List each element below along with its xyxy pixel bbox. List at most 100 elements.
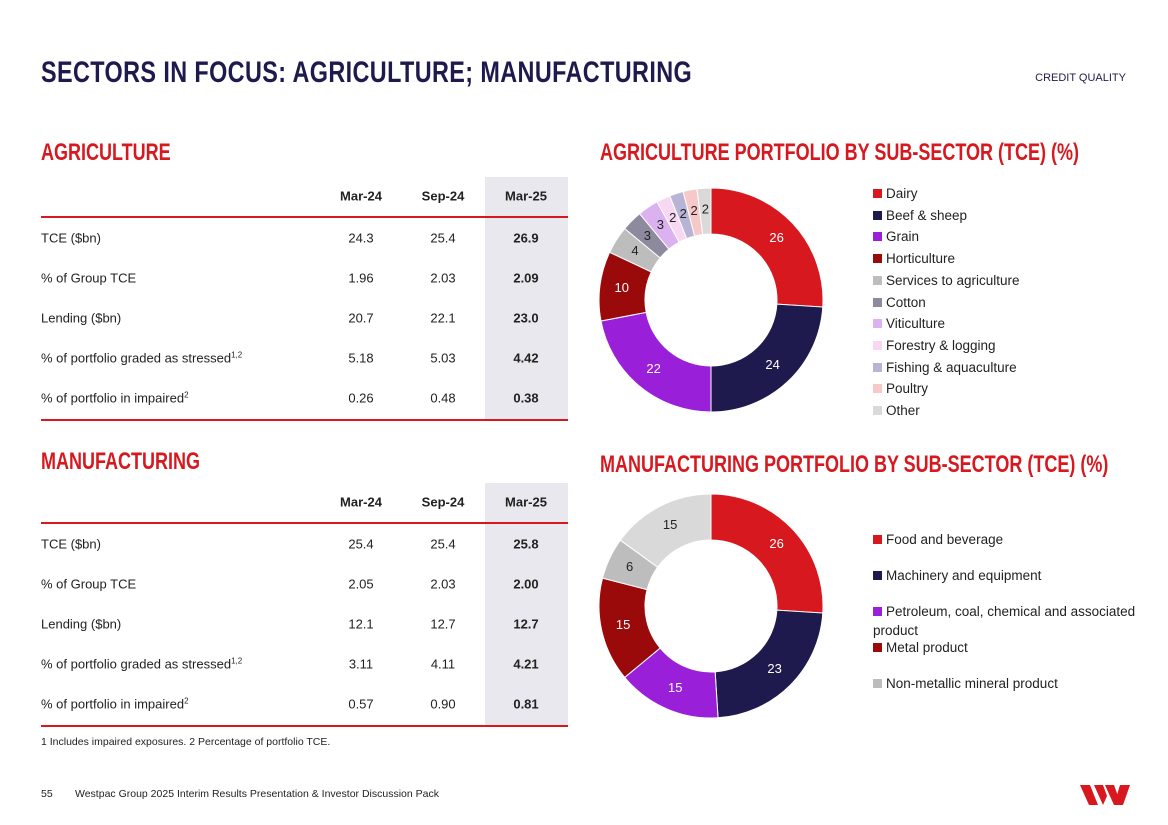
legend-swatch — [873, 607, 882, 616]
legend-label: Fishing & aquaculture — [886, 359, 1017, 375]
legend-label: Cotton — [886, 294, 926, 310]
slice-label: 26 — [769, 536, 783, 551]
legend-label: Grain — [886, 229, 920, 245]
row-label-text: % of portfolio in impaired — [41, 696, 185, 712]
column-header: Mar-25 — [505, 494, 547, 510]
table-cell: 4.11 — [430, 656, 456, 672]
table-cell: 12.7 — [430, 616, 456, 632]
table-cell: 0.38 — [513, 390, 539, 406]
slice-label: 15 — [668, 680, 682, 695]
legend-swatch — [873, 275, 882, 285]
legend-label: Horticulture — [886, 251, 956, 267]
page-number: 55 — [41, 788, 53, 800]
footnote-ref: 1,2 — [231, 350, 243, 360]
donut-slice — [710, 493, 824, 614]
table-cell: 2.09 — [513, 270, 539, 286]
bottom-rule — [41, 725, 568, 727]
table-cell: 12.1 — [348, 616, 374, 632]
row-label-text: Lending ($bn) — [41, 310, 122, 326]
legend-entry: Horticulture — [873, 249, 1143, 268]
legend-label: Viticulture — [886, 316, 946, 332]
slice-label: 2 — [680, 206, 687, 221]
legend-label: Machinery and equipment — [886, 568, 1042, 583]
row-label-text: TCE ($bn) — [41, 230, 101, 246]
header-rule — [41, 216, 568, 218]
table-cell: 2.05 — [348, 576, 374, 592]
table-cell: 12.7 — [513, 616, 539, 632]
footnote: 1 Includes impaired exposures. 2 Percent… — [41, 736, 331, 748]
header-rule — [41, 522, 568, 524]
slice-label: 3 — [644, 228, 651, 243]
column-header: Mar-25 — [505, 188, 547, 204]
legend-entry: Viticulture — [873, 314, 1143, 333]
section-heading: MANUFACTURING — [41, 448, 200, 475]
logo — [1080, 785, 1130, 805]
legend-swatch — [873, 535, 882, 544]
legend-label: Beef & sheep — [886, 207, 968, 223]
slice-label: 26 — [769, 230, 783, 245]
legend-swatch — [873, 384, 882, 394]
column-header: Mar-24 — [340, 188, 382, 204]
section-heading: AGRICULTURE — [41, 139, 171, 166]
row-label-text: % of Group TCE — [41, 270, 137, 286]
section-label: CREDIT QUALITY — [1035, 72, 1126, 84]
column-header: Sep-24 — [421, 188, 465, 204]
donut-slice — [619, 493, 712, 568]
slice-label: 3 — [657, 217, 664, 232]
table-cell: 5.18 — [348, 350, 374, 366]
legend-entry: Grain — [873, 227, 1143, 246]
row-label: % of portfolio in impaired2 — [41, 696, 189, 711]
table-cell: 0.48 — [430, 390, 456, 406]
chart-title: AGRICULTURE PORTFOLIO BY SUB-SECTOR (TCE… — [600, 139, 1080, 166]
legend-label: Non-metallic mineral product — [886, 676, 1058, 691]
table-cell: 25.4 — [430, 536, 456, 552]
legend-swatch — [873, 679, 882, 688]
legend-swatch — [873, 571, 882, 580]
table-cell: 0.90 — [430, 696, 456, 712]
slice-label: 2 — [669, 210, 676, 225]
legend-entry: Services to agriculture — [873, 271, 1143, 290]
page-title: SECTORS IN FOCUS: AGRICULTURE; MANUFACTU… — [41, 56, 693, 89]
table-cell: 22.1 — [430, 310, 456, 326]
legend-entry: Beef & sheep — [873, 206, 1143, 225]
legend-label: Other — [886, 403, 920, 418]
footnote-ref: 2 — [184, 696, 189, 706]
slice-label: 15 — [663, 517, 677, 532]
row-label: Lending ($bn) — [41, 311, 121, 326]
donut-slice — [696, 187, 712, 236]
legend-label: Poultry — [886, 381, 929, 397]
table-cell: 2.03 — [430, 270, 456, 286]
table-shade — [485, 177, 568, 420]
table-shade — [485, 483, 568, 726]
slice-label: 2 — [702, 202, 709, 217]
row-label: % of Group TCE — [41, 271, 136, 286]
legend-entry: Machinery and equipment — [873, 566, 1143, 585]
legend-entry: Non-metallic mineral product — [873, 674, 1143, 693]
legend-entry: Forestry & logging — [873, 336, 1143, 355]
donut-slice — [710, 303, 824, 413]
table-cell: 2.00 — [513, 576, 539, 592]
bottom-rule — [41, 419, 568, 421]
table-cell: 23.0 — [513, 310, 539, 326]
row-label: Lending ($bn) — [41, 617, 121, 632]
legend-swatch — [873, 340, 882, 350]
table-cell: 25.4 — [430, 230, 456, 246]
row-label: TCE ($bn) — [41, 537, 101, 552]
legend-swatch — [873, 254, 882, 264]
legend-label: Forestry & logging — [886, 337, 996, 353]
legend-swatch — [873, 406, 882, 415]
legend-swatch — [873, 643, 882, 652]
chart-title: MANUFACTURING PORTFOLIO BY SUB-SECTOR (T… — [600, 451, 1109, 478]
legend-swatch — [873, 319, 882, 329]
table-cell: 26.9 — [513, 230, 539, 246]
legend-entry: Petroleum, coal, chemical and associated… — [873, 602, 1143, 640]
row-label: % of portfolio graded as stressed1,2 — [41, 656, 242, 671]
legend-entry: Dairy — [873, 184, 1143, 203]
slice-label: 15 — [616, 617, 630, 632]
legend-label: Food and beverage — [886, 532, 1004, 547]
footer-text: Westpac Group 2025 Interim Results Prese… — [75, 788, 439, 800]
legend-entry: Food and beverage — [873, 530, 1143, 549]
legend-entry: Metal product — [873, 638, 1143, 657]
